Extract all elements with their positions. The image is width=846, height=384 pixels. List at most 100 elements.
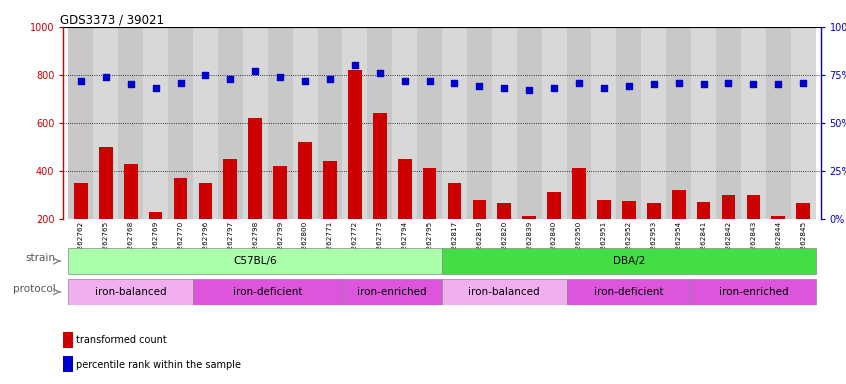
Bar bbox=[243, 27, 267, 219]
Bar bbox=[567, 27, 591, 219]
Bar bbox=[766, 27, 791, 219]
Bar bbox=[343, 279, 442, 305]
Point bbox=[149, 85, 162, 91]
Bar bbox=[367, 27, 393, 219]
Bar bbox=[218, 27, 243, 219]
Point bbox=[597, 85, 611, 91]
Bar bbox=[193, 27, 218, 219]
Bar bbox=[448, 183, 461, 267]
Bar bbox=[343, 27, 367, 219]
Bar bbox=[791, 27, 816, 219]
Point bbox=[497, 85, 511, 91]
Bar bbox=[348, 70, 362, 267]
Point bbox=[398, 78, 411, 84]
Bar bbox=[118, 27, 143, 219]
Bar bbox=[492, 27, 517, 219]
Bar bbox=[746, 195, 761, 267]
Point bbox=[348, 62, 361, 68]
Point bbox=[622, 83, 635, 89]
Bar bbox=[442, 248, 816, 274]
Bar bbox=[517, 27, 541, 219]
Text: protocol: protocol bbox=[13, 284, 56, 294]
Bar bbox=[666, 27, 691, 219]
Text: iron-balanced: iron-balanced bbox=[95, 287, 167, 297]
Point bbox=[647, 81, 661, 88]
Point bbox=[473, 83, 486, 89]
Point bbox=[173, 79, 187, 86]
Point bbox=[796, 79, 810, 86]
Bar bbox=[69, 248, 442, 274]
Bar bbox=[63, 332, 73, 348]
Point bbox=[697, 81, 711, 88]
Point bbox=[199, 72, 212, 78]
Bar bbox=[223, 159, 237, 267]
Bar bbox=[423, 169, 437, 267]
Bar bbox=[74, 183, 88, 267]
Point bbox=[448, 79, 461, 86]
Point bbox=[772, 81, 785, 88]
Bar bbox=[572, 169, 586, 267]
Bar bbox=[199, 183, 212, 267]
Text: iron-balanced: iron-balanced bbox=[469, 287, 540, 297]
Bar bbox=[541, 27, 567, 219]
Point bbox=[299, 78, 312, 84]
Bar bbox=[173, 178, 187, 267]
Point bbox=[547, 85, 561, 91]
Bar bbox=[796, 203, 810, 267]
Bar bbox=[691, 27, 716, 219]
Point bbox=[273, 74, 287, 80]
Bar bbox=[567, 279, 691, 305]
Point bbox=[523, 87, 536, 93]
Bar bbox=[193, 279, 343, 305]
Bar bbox=[99, 147, 113, 267]
Point bbox=[747, 81, 761, 88]
Bar bbox=[93, 27, 118, 219]
Bar bbox=[417, 27, 442, 219]
Bar bbox=[168, 27, 193, 219]
Point bbox=[722, 79, 735, 86]
Text: iron-enriched: iron-enriched bbox=[357, 287, 427, 297]
Bar bbox=[467, 27, 492, 219]
Bar bbox=[597, 200, 611, 267]
Bar bbox=[373, 113, 387, 267]
Bar bbox=[522, 217, 536, 267]
Text: GDS3373 / 39021: GDS3373 / 39021 bbox=[60, 14, 163, 27]
Bar bbox=[622, 201, 635, 267]
Bar bbox=[741, 27, 766, 219]
Point bbox=[672, 79, 685, 86]
Bar bbox=[69, 279, 193, 305]
Bar bbox=[697, 202, 711, 267]
Bar bbox=[772, 217, 785, 267]
Bar bbox=[591, 27, 617, 219]
Bar bbox=[716, 27, 741, 219]
Point bbox=[323, 76, 337, 82]
Bar bbox=[317, 27, 343, 219]
Bar bbox=[473, 200, 486, 267]
Bar bbox=[547, 192, 561, 267]
Bar bbox=[641, 27, 666, 219]
Point bbox=[74, 78, 88, 84]
Bar bbox=[691, 279, 816, 305]
Bar bbox=[267, 27, 293, 219]
Bar bbox=[323, 161, 337, 267]
Point bbox=[124, 81, 137, 88]
Bar bbox=[149, 212, 162, 267]
Bar bbox=[647, 203, 661, 267]
Text: iron-deficient: iron-deficient bbox=[594, 287, 663, 297]
Bar bbox=[69, 27, 93, 219]
Bar bbox=[143, 27, 168, 219]
Bar bbox=[722, 195, 735, 267]
Bar bbox=[249, 118, 262, 267]
Bar bbox=[617, 27, 641, 219]
Text: C57BL/6: C57BL/6 bbox=[233, 256, 277, 266]
Bar bbox=[442, 279, 567, 305]
Bar bbox=[393, 27, 417, 219]
Point bbox=[423, 78, 437, 84]
Bar bbox=[124, 164, 138, 267]
Text: strain: strain bbox=[26, 253, 56, 263]
Bar bbox=[442, 27, 467, 219]
Bar bbox=[273, 166, 287, 267]
Point bbox=[223, 76, 237, 82]
Text: DBA/2: DBA/2 bbox=[613, 256, 645, 266]
Bar bbox=[398, 159, 411, 267]
